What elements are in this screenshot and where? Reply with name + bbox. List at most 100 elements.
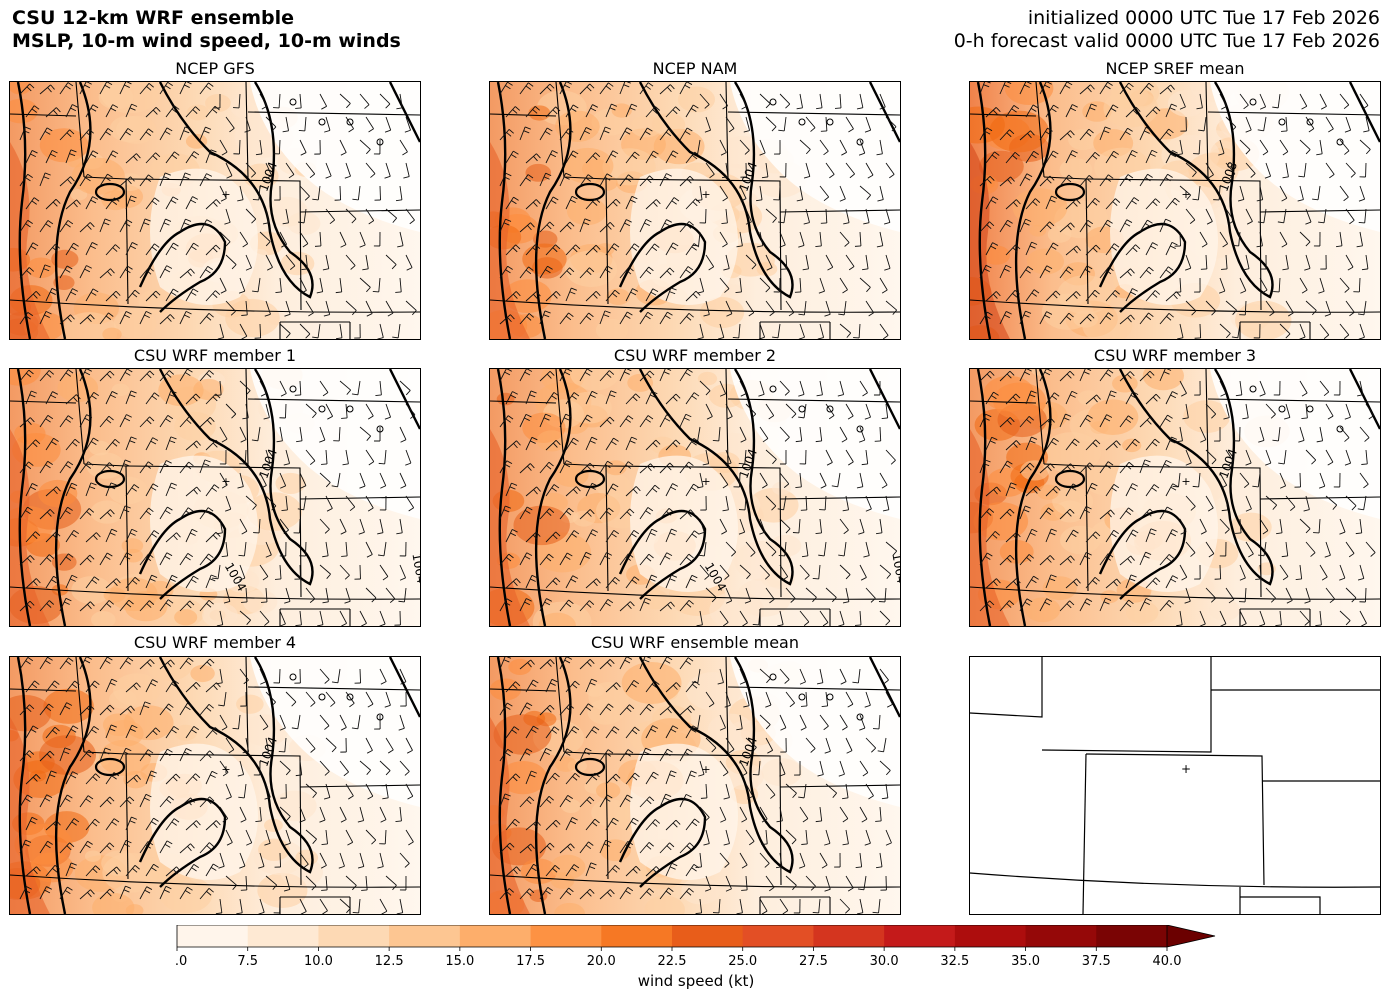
wind-barb (645, 771, 659, 785)
wind-barb (842, 829, 849, 846)
wind-barb (499, 657, 512, 670)
wind-barb (65, 482, 78, 497)
wind-barb (1105, 484, 1120, 497)
wind-barb (139, 749, 154, 762)
wind-barb (599, 507, 614, 520)
wind-barb (579, 127, 592, 141)
colorbar-tick-label: 17.5 (516, 954, 545, 969)
wind-barb (59, 265, 73, 279)
wind-barb (314, 139, 321, 155)
wind-barb (1225, 300, 1237, 316)
wind-barb (985, 531, 1000, 543)
wind-barb (735, 277, 742, 294)
wind-barb (639, 507, 654, 520)
wind-barb (1039, 417, 1055, 428)
wind-barb (645, 680, 660, 693)
wind-barb (252, 185, 261, 201)
wind-barb (579, 369, 593, 382)
wind-barb (519, 413, 532, 428)
wind-barb (559, 267, 575, 279)
panel-title-member2: CSU WRF member 2 (613, 346, 777, 365)
wind-barb (979, 370, 995, 382)
wind-barb (319, 93, 328, 110)
wind-barb (125, 289, 140, 302)
wind-barb (259, 93, 268, 110)
wind-barb (845, 116, 854, 133)
wind-barb (25, 390, 37, 405)
wind-barb (1319, 93, 1327, 110)
wind-barb (639, 415, 654, 428)
wind-barb (852, 668, 861, 684)
wind-barb (199, 703, 214, 716)
wind-barb (679, 266, 694, 279)
wind-barb (185, 528, 198, 543)
wind-barb (1179, 518, 1187, 535)
wind-barb (405, 449, 412, 466)
wind-barb (798, 231, 805, 248)
wind-barb (605, 437, 619, 451)
wind-barb (1099, 266, 1114, 279)
wind-barb (295, 93, 302, 109)
wind-barb (824, 829, 831, 846)
wind-barb (1231, 323, 1241, 339)
wind-barb (125, 774, 141, 785)
wind-barb (780, 254, 788, 270)
panel-title-gfs: NCEP GFS (175, 59, 255, 78)
wind-barb (165, 574, 178, 589)
wind-barb (779, 760, 786, 777)
wind-barb (385, 208, 398, 223)
wind-barb (218, 852, 225, 869)
wind-barb (759, 426, 769, 443)
wind-barb (539, 704, 555, 716)
wind-barb (19, 555, 35, 566)
wind-barb (799, 449, 807, 465)
wind-barb (778, 116, 787, 132)
wind-barb (1125, 483, 1138, 497)
wind-barb (505, 818, 520, 831)
wind-barb (279, 403, 287, 419)
wind-barb (205, 820, 221, 831)
wind-barb (519, 82, 534, 95)
wind-barb (885, 162, 895, 179)
wind-barb (705, 737, 717, 753)
wind-barb (1165, 483, 1179, 497)
station-marker-icon: + (1181, 188, 1190, 201)
calm-wind-circle (1336, 138, 1344, 146)
wind-barb (339, 714, 347, 731)
wind-barb (1299, 380, 1308, 397)
wind-barb (539, 172, 552, 187)
wind-barb (25, 725, 39, 739)
wind-barb (845, 403, 854, 420)
wind-barb (745, 783, 754, 800)
wind-barb (39, 600, 55, 612)
wind-barb (865, 587, 876, 603)
wind-barb (999, 264, 1012, 279)
wind-barb (45, 820, 61, 831)
wind-barb (79, 369, 92, 382)
wind-barb (599, 749, 614, 762)
wind-barb (525, 436, 538, 451)
wind-barb (305, 783, 317, 798)
wind-barb (217, 323, 225, 339)
wind-barb (756, 231, 764, 248)
wind-barb (559, 312, 574, 325)
wind-barb (1305, 208, 1312, 225)
wind-barb (344, 587, 351, 604)
wind-barb (339, 760, 349, 777)
wind-barb (1119, 82, 1134, 95)
wind-barb (259, 472, 267, 489)
wind-barb (145, 106, 161, 118)
station-marker-icon: + (701, 763, 710, 776)
wind-barb (1253, 323, 1261, 339)
wind-barb (796, 185, 804, 202)
wind-barb (765, 783, 776, 799)
wind-barb (377, 852, 384, 869)
wind-barb (979, 311, 993, 325)
wind-barb (253, 760, 261, 776)
wind-barb (723, 783, 730, 800)
wind-barb (805, 587, 817, 603)
wind-barb (1079, 462, 1095, 474)
wind-barb (779, 380, 790, 396)
wind-barb (645, 199, 661, 210)
wind-barb (385, 300, 394, 317)
